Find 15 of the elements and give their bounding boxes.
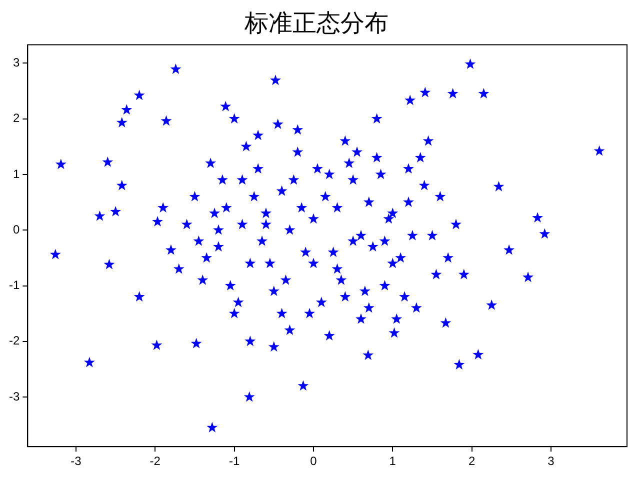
y-tick-label: -2 <box>9 334 20 348</box>
x-tick-label: 2 <box>468 454 476 468</box>
x-tick-label: 0 <box>310 454 318 468</box>
x-tick-label: 1 <box>389 454 396 468</box>
y-tick-label: 2 <box>12 111 20 126</box>
y-tick-label: 1 <box>12 166 20 181</box>
x-tick-label: -3 <box>70 454 82 468</box>
chart-title: 标准正态分布 <box>244 10 388 38</box>
x-tick-label: -1 <box>228 454 240 468</box>
y-tick-label: -3 <box>9 389 20 404</box>
y-tick-label: -1 <box>9 278 20 292</box>
y-tick-label: 0 <box>12 222 20 236</box>
x-tick-label: 3 <box>548 454 555 468</box>
x-tick-label: -2 <box>150 454 161 468</box>
y-tick-label: 3 <box>12 55 20 70</box>
